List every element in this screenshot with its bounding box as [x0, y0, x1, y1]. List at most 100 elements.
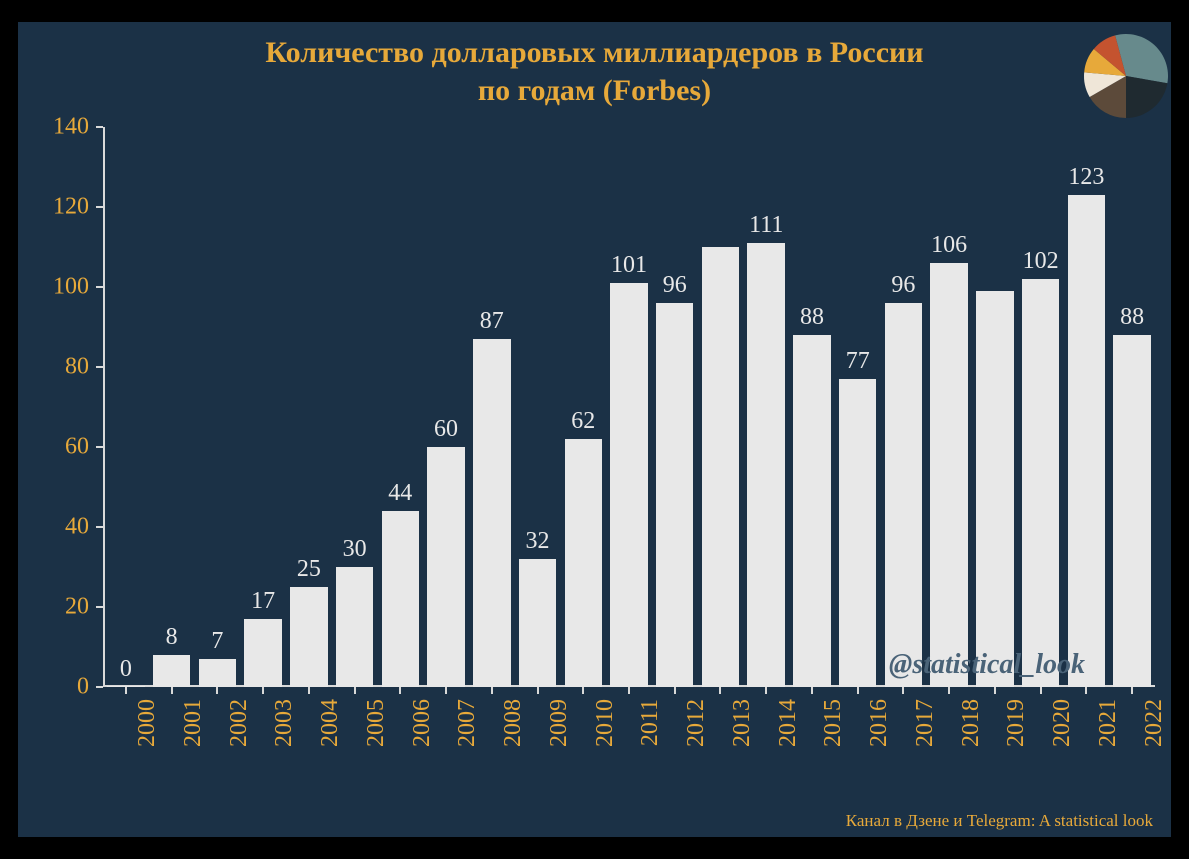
bar-value-label: 25	[297, 556, 321, 583]
xtick-mark	[628, 687, 630, 694]
bar	[930, 263, 968, 687]
xtick-mark	[125, 687, 127, 694]
bar	[427, 447, 465, 687]
xtick-label: 2008	[500, 699, 527, 747]
bar-value-label: 62	[571, 408, 595, 435]
xtick-label: 2005	[363, 699, 390, 747]
xtick-mark	[308, 687, 310, 694]
bar	[244, 619, 282, 687]
xtick-mark	[445, 687, 447, 694]
bar-value-label: 111	[749, 212, 783, 239]
xtick-label: 2016	[866, 699, 893, 747]
bar	[1022, 279, 1060, 687]
bar-value-label: 7	[211, 628, 223, 655]
bar	[976, 291, 1014, 687]
bar-value-label: 44	[388, 480, 412, 507]
ytick-mark	[96, 206, 103, 208]
ytick-mark	[96, 126, 103, 128]
xtick-label: 2004	[317, 699, 344, 747]
ytick-label: 40	[29, 514, 89, 541]
xtick-label: 2011	[637, 699, 664, 746]
bar-value-label: 8	[166, 624, 178, 651]
xtick-mark	[994, 687, 996, 694]
xtick-label: 2017	[912, 699, 939, 747]
xtick-mark	[171, 687, 173, 694]
bar	[473, 339, 511, 687]
bar-value-label: 123	[1068, 164, 1104, 191]
xtick-label: 2021	[1095, 699, 1122, 747]
y-axis-line	[103, 127, 105, 687]
xtick-label: 2006	[409, 699, 436, 747]
bar-value-label: 96	[663, 272, 687, 299]
xtick-mark	[902, 687, 904, 694]
xtick-mark	[582, 687, 584, 694]
bar	[199, 659, 237, 687]
xtick-mark	[537, 687, 539, 694]
bar	[793, 335, 831, 687]
watermark-text: @statistical_look	[889, 649, 1085, 681]
xtick-mark	[262, 687, 264, 694]
bar-value-label: 106	[931, 232, 967, 259]
xtick-label: 2012	[683, 699, 710, 747]
xtick-mark	[216, 687, 218, 694]
ytick-label: 20	[29, 594, 89, 621]
ytick-mark	[96, 286, 103, 288]
ytick-mark	[96, 686, 103, 688]
xtick-mark	[491, 687, 493, 694]
ytick-mark	[96, 366, 103, 368]
bar	[839, 379, 877, 687]
bar-value-label: 88	[800, 304, 824, 331]
xtick-label: 2020	[1049, 699, 1076, 747]
bar-value-label: 102	[1023, 248, 1059, 275]
xtick-label: 2009	[546, 699, 573, 747]
ytick-label: 60	[29, 434, 89, 461]
xtick-mark	[354, 687, 356, 694]
bar-value-label: 96	[891, 272, 915, 299]
bar-value-label: 77	[846, 348, 870, 375]
ytick-label: 120	[29, 194, 89, 221]
footer-credit: Канал в Дзене и Telegram: A statistical …	[846, 811, 1153, 831]
ytick-label: 140	[29, 114, 89, 141]
bar-value-label: 87	[480, 308, 504, 335]
bar-value-label: 32	[526, 528, 550, 555]
xtick-label: 2013	[729, 699, 756, 747]
bar	[1068, 195, 1106, 687]
xtick-mark	[857, 687, 859, 694]
xtick-mark	[1085, 687, 1087, 694]
bar-value-label: 60	[434, 416, 458, 443]
xtick-label: 2002	[226, 699, 253, 747]
bar	[885, 303, 923, 687]
xtick-mark	[399, 687, 401, 694]
xtick-label: 2001	[180, 699, 207, 747]
pie-logo-icon	[1081, 31, 1171, 121]
xtick-label: 2015	[820, 699, 847, 747]
ytick-mark	[96, 526, 103, 528]
ytick-label: 80	[29, 354, 89, 381]
xtick-label: 2014	[775, 699, 802, 747]
bar-value-label: 88	[1120, 304, 1144, 331]
xtick-label: 2022	[1141, 699, 1168, 747]
ytick-label: 100	[29, 274, 89, 301]
xtick-mark	[1040, 687, 1042, 694]
bar	[747, 243, 785, 687]
bar	[565, 439, 603, 687]
xtick-label: 2019	[1003, 699, 1030, 747]
xtick-label: 2000	[134, 699, 161, 747]
bar	[336, 567, 374, 687]
bar-value-label: 30	[343, 536, 367, 563]
bar-value-label: 17	[251, 588, 275, 615]
bar	[610, 283, 648, 687]
ytick-mark	[96, 606, 103, 608]
bar	[519, 559, 557, 687]
bar	[382, 511, 420, 687]
bar	[290, 587, 328, 687]
xtick-mark	[719, 687, 721, 694]
bar	[1113, 335, 1151, 687]
bar	[656, 303, 694, 687]
xtick-label: 2007	[454, 699, 481, 747]
ytick-label: 0	[29, 674, 89, 701]
xtick-label: 2018	[958, 699, 985, 747]
bar-value-label: 0	[120, 656, 132, 683]
xtick-mark	[765, 687, 767, 694]
chart-title: Количество долларовых миллиардеров в Рос…	[18, 34, 1171, 109]
